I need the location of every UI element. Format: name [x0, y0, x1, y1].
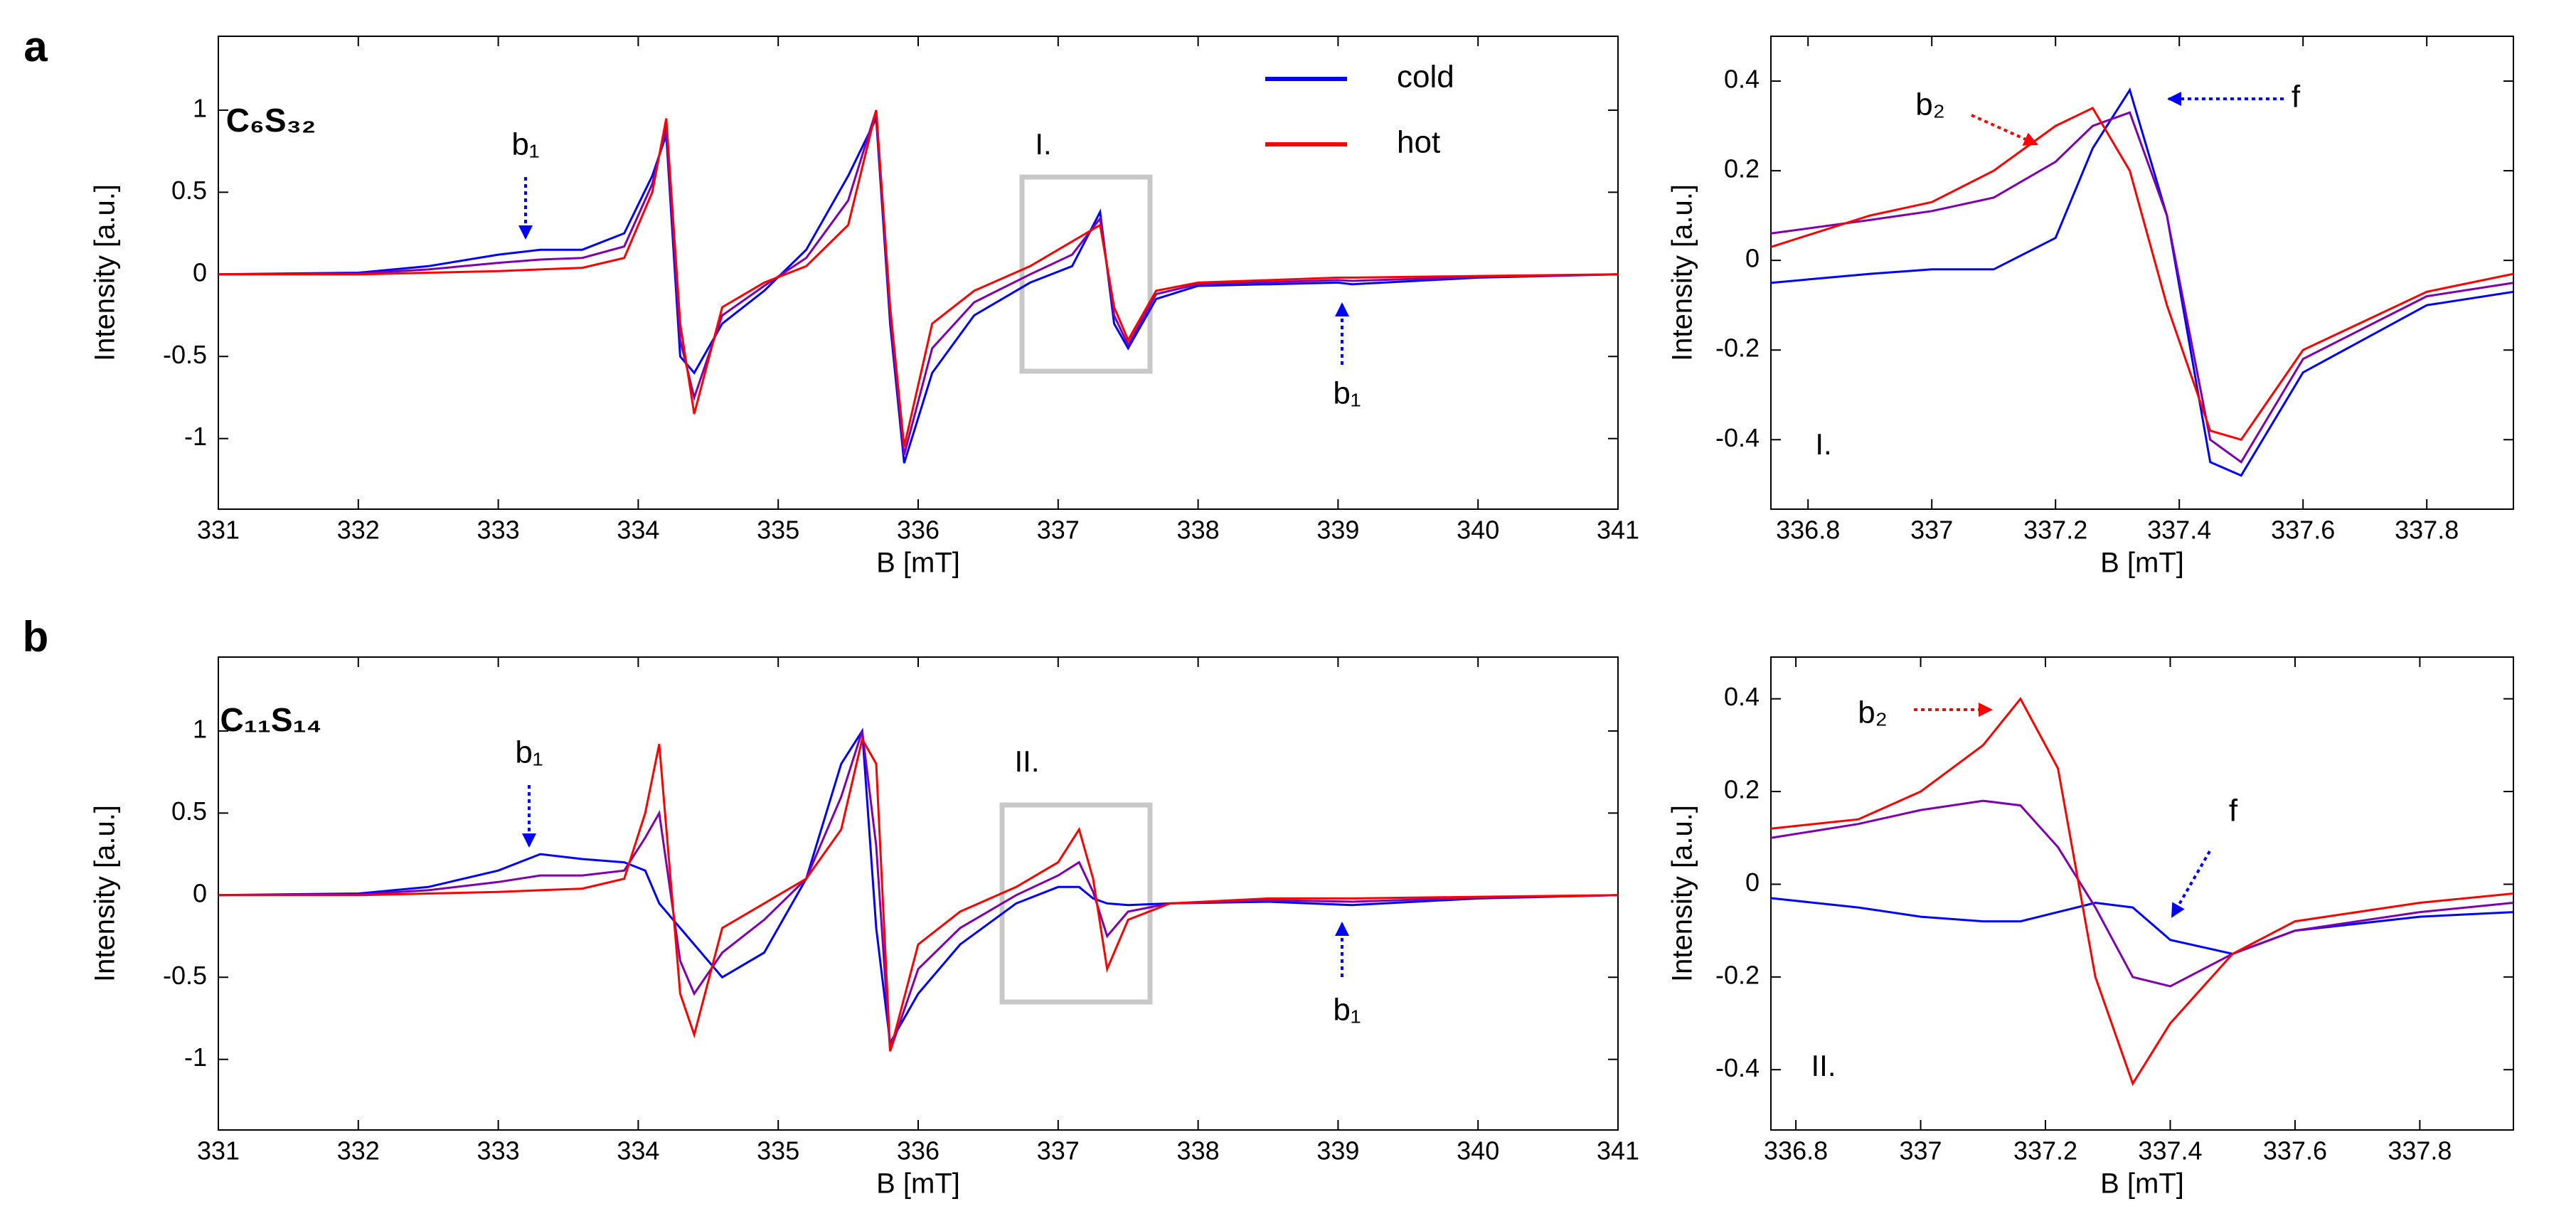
x-tick-label: 337 [1900, 1136, 1942, 1166]
x-tick-label: 335 [757, 516, 799, 545]
x-tick-label: 337.8 [2395, 516, 2459, 545]
x-tick-label: 337 [1037, 516, 1080, 545]
y-tick-label: -0.5 [163, 340, 207, 369]
y-axis-label: Intensity [a.u.] [90, 805, 121, 982]
x-tick-label: 338 [1177, 516, 1220, 545]
spectrum-line [218, 114, 1618, 464]
spectrum-line [218, 730, 1618, 1052]
spectrum-line [1771, 111, 2513, 464]
x-tick-label: 337 [1910, 516, 1953, 545]
x-tick-label: 339 [1316, 516, 1359, 545]
y-tick-label: -0.2 [1715, 334, 1760, 363]
arrow [2171, 851, 2211, 918]
y-tick-label: 0 [193, 878, 207, 907]
y-tick-label: 1 [193, 714, 207, 743]
x-tick-label: 335 [757, 1136, 799, 1166]
y-tick-label: 0 [1745, 868, 1760, 897]
spectrum-line [1771, 697, 2513, 1087]
x-tick-label: 338 [1177, 1136, 1220, 1166]
y-tick-label: -0.4 [1715, 1053, 1760, 1082]
annotation: b₁ [515, 735, 543, 770]
x-tick-label: 339 [1316, 1136, 1359, 1166]
y-tick-label: 0.5 [171, 176, 207, 205]
annotation: b₁ [1333, 376, 1361, 411]
x-axis-label: B [mT] [876, 548, 960, 579]
y-axis-label: Intensity [a.u.] [1667, 805, 1698, 982]
x-tick-label: 331 [197, 516, 240, 545]
x-tick-label: 337.6 [2271, 516, 2335, 545]
legend-label: cold [1397, 60, 1454, 95]
y-tick-label: 0 [193, 257, 207, 287]
spectrum-line [218, 110, 1618, 456]
zoom-box [1019, 174, 1153, 374]
annotation: f [2292, 80, 2301, 114]
y-tick-label: 0.4 [1724, 682, 1760, 711]
spectrum-line [1771, 87, 2513, 477]
y-tick-label: -0.5 [163, 961, 207, 990]
y-axis-label: Intensity [a.u.] [90, 184, 121, 361]
y-tick-label: -1 [184, 422, 207, 451]
annotation: b [23, 613, 49, 661]
x-tick-label: 336 [897, 1136, 940, 1166]
x-tick-label: 337.2 [2013, 1136, 2077, 1166]
plot-frame [1770, 36, 2514, 510]
x-tick-label: 341 [1597, 1136, 1639, 1166]
annotation: I. [1035, 127, 1051, 161]
spectrum-line [1771, 106, 2513, 442]
annotation: C₁₁S₁₄ [220, 701, 322, 738]
x-tick-label: 337.4 [2147, 516, 2211, 545]
y-tick-label: 0 [1745, 244, 1760, 273]
annotation: a [23, 23, 48, 70]
spectrum-line [218, 727, 1618, 1047]
arrow [1971, 114, 2038, 146]
spectrum-line [1771, 897, 2513, 955]
x-tick-label: 336.8 [1776, 516, 1840, 545]
legend-label: hot [1397, 125, 1440, 160]
annotation: b₂ [1858, 695, 1888, 730]
annotation: b₁ [511, 127, 539, 162]
x-tick-label: 334 [617, 1136, 659, 1166]
spectrum-line [218, 110, 1618, 447]
x-tick-label: 333 [477, 516, 520, 545]
x-tick-label: 337.2 [2023, 516, 2087, 545]
y-tick-label: 0.5 [171, 796, 207, 826]
x-tick-label: 333 [477, 1136, 520, 1166]
x-tick-label: 336 [897, 516, 940, 545]
x-tick-label: 332 [337, 516, 380, 545]
x-tick-label: 341 [1597, 516, 1639, 545]
annotation: b₂ [1915, 87, 1945, 122]
y-tick-label: 0.2 [1724, 775, 1760, 804]
x-tick-label: 337.6 [2263, 1136, 2327, 1166]
y-tick-label: -0.2 [1715, 960, 1760, 989]
x-tick-label: 336.8 [1764, 1136, 1828, 1166]
y-axis-label: Intensity [a.u.] [1667, 184, 1698, 361]
x-tick-label: 332 [337, 1136, 380, 1166]
y-tick-label: -1 [184, 1043, 207, 1072]
annotation: II. [1014, 745, 1039, 778]
y-tick-label: 0.4 [1724, 65, 1760, 94]
y-tick-label: 0.2 [1724, 154, 1760, 183]
spectrum-line [218, 736, 1618, 1052]
annotation: I. [1815, 427, 1831, 461]
x-tick-label: 337 [1037, 1136, 1080, 1166]
x-tick-label: 340 [1457, 516, 1499, 545]
annotation: f [2229, 794, 2238, 828]
y-tick-label: -0.4 [1715, 423, 1760, 452]
spectrum-line [1771, 799, 2513, 988]
annotation: C₆S₃₂ [226, 102, 316, 139]
x-axis-label: B [mT] [2100, 548, 2184, 579]
x-tick-label: 337.4 [2138, 1136, 2202, 1166]
annotation: II. [1811, 1049, 1836, 1082]
x-tick-label: 340 [1457, 1136, 1499, 1166]
x-axis-label: B [mT] [876, 1168, 960, 1200]
annotation: b₁ [1333, 993, 1361, 1028]
x-tick-label: 331 [197, 1136, 240, 1166]
y-tick-label: 1 [193, 93, 207, 122]
x-tick-label: 337.8 [2388, 1136, 2452, 1166]
x-axis-label: B [mT] [2100, 1168, 2184, 1200]
x-tick-label: 334 [617, 516, 659, 545]
